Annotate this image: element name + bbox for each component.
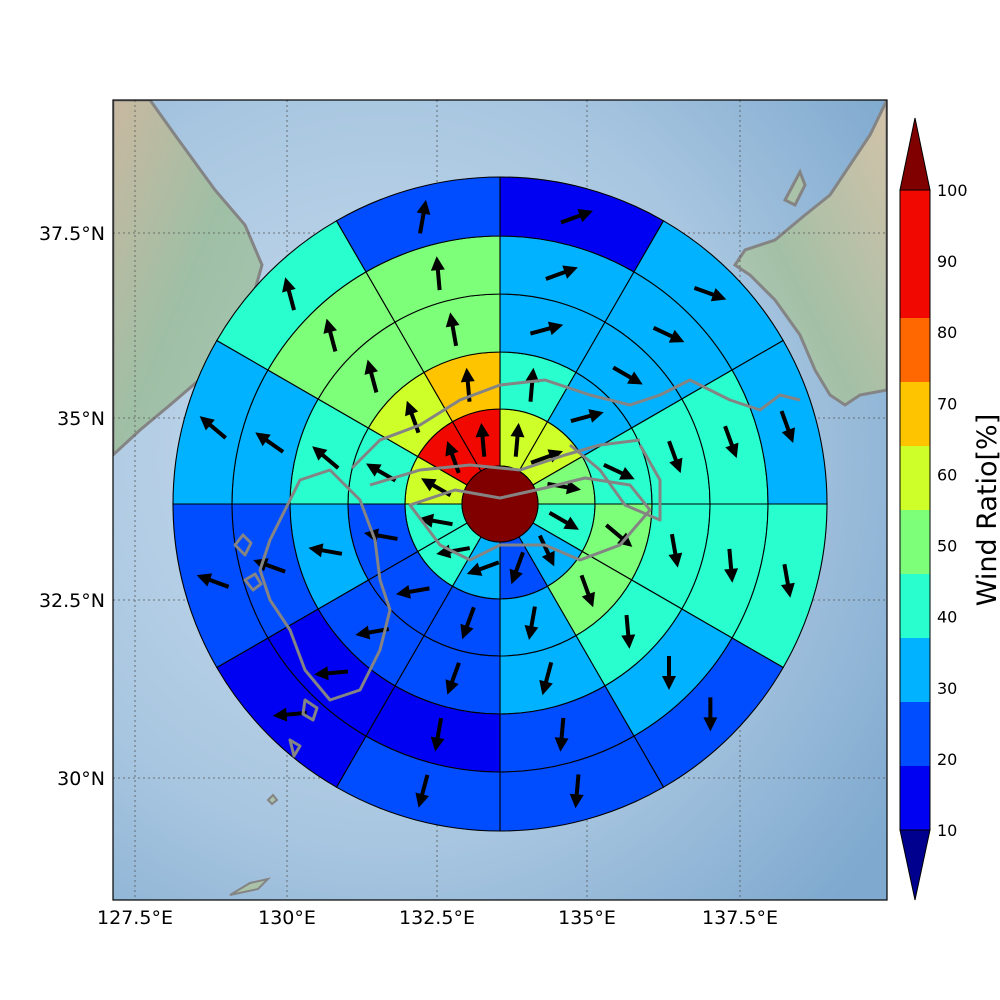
wind-arrow: [603, 463, 635, 480]
wind-arrow: [460, 606, 476, 640]
wind-arrow: [308, 543, 343, 558]
lat-tick-label: 30°N: [57, 768, 105, 790]
wind-arrow: [548, 510, 579, 530]
wind-arrow: [579, 574, 595, 608]
wind-arrow: [529, 321, 564, 336]
colorbar-under: [899, 829, 931, 901]
colorbar-bin: [900, 638, 930, 702]
wind-arrow: [415, 774, 430, 808]
wind-arrow: [314, 666, 349, 681]
colorbar-tick-label: 60: [937, 465, 957, 484]
wind-arrow: [780, 563, 795, 598]
colorbar-bin: [900, 190, 930, 254]
wind-arrow: [323, 318, 338, 352]
wind-arrow: [416, 199, 431, 234]
wind-arrow: [395, 584, 430, 599]
land-noto: [782, 168, 807, 208]
wind-arrow: [547, 480, 581, 495]
colorbar-tick-label: 70: [937, 394, 957, 413]
colorbar-bin: [900, 254, 930, 318]
wind-arrow: [693, 285, 727, 302]
wind-arrow: [509, 551, 525, 585]
wind-arrow: [312, 446, 340, 470]
wind-arrow: [621, 614, 636, 649]
colorbar-tick-label: 90: [937, 252, 957, 271]
colorbar-bin: [900, 510, 930, 574]
lon-tick-label: 130°E: [258, 907, 316, 929]
wind-arrow: [539, 661, 554, 696]
wind-arrow: [545, 265, 578, 281]
land-small-islet: [266, 793, 279, 806]
wind-arrow: [612, 365, 643, 385]
wind-arrow: [703, 697, 718, 732]
wind-arrow: [445, 662, 461, 695]
wind-arrow: [199, 416, 227, 440]
wind-arrow: [779, 410, 795, 443]
colorbar-bin: [900, 382, 930, 446]
colorbar-tick-label: 100: [937, 181, 968, 200]
wind-arrow: [724, 548, 739, 583]
wind-arrow: [405, 400, 421, 434]
lon-tick-labels: 127.5°E 130°E 132.5°E 135°E 137.5°E: [97, 907, 778, 929]
lon-tick-label: 127.5°E: [97, 907, 173, 929]
lat-tick-label: 32.5°N: [39, 590, 105, 612]
wind-arrow: [196, 573, 230, 589]
colorbar-tick-label: 80: [937, 323, 957, 342]
lat-tick-labels: 37.5°N 35°N 32.5°N 30°N: [39, 223, 105, 790]
lat-tick-label: 37.5°N: [39, 223, 105, 245]
colorbar-tick-label: 20: [937, 750, 957, 769]
wind-arrow: [475, 422, 490, 457]
colorbar-tick-label: 10: [937, 821, 957, 840]
colorbar: 10 20 30 40 50 60 70 80 90 100: [899, 117, 968, 901]
lon-tick-label: 135°E: [558, 907, 616, 929]
wind-arrow: [570, 409, 604, 424]
colorbar-over: [899, 117, 931, 191]
colorbar-bin: [900, 446, 930, 510]
wind-arrow: [560, 209, 593, 225]
colorbar-bin: [900, 702, 930, 766]
wind-center-cell: [461, 465, 539, 543]
wind-arrow: [538, 534, 555, 567]
land-south-island: [229, 877, 272, 896]
colorbar-tick-label: 50: [937, 537, 957, 556]
colorbar-bin: [900, 318, 930, 382]
wind-arrow: [723, 425, 739, 459]
wind-arrow: [661, 655, 676, 690]
wind-arrow: [419, 513, 453, 528]
wind-arrow: [667, 440, 683, 474]
lon-tick-label: 132.5°E: [399, 907, 475, 929]
wind-sector: [335, 176, 501, 273]
wind-arrow: [554, 717, 569, 752]
colorbar-bin: [900, 574, 930, 638]
colorbar-tick-label: 40: [937, 608, 957, 627]
map-area: [113, 100, 887, 900]
japan-coastline: [233, 378, 801, 758]
wind-arrow: [569, 774, 584, 809]
wind-arrow: [364, 359, 379, 393]
wind-rose: [172, 176, 828, 832]
colorbar-bin: [900, 766, 930, 830]
colorbar-title: Wind Ratio[%]: [972, 414, 1000, 606]
wind-arrow: [430, 256, 445, 291]
wind-arrow: [445, 312, 460, 347]
wind-arrow: [652, 326, 685, 343]
wind-arrow: [668, 533, 683, 568]
wind-arrow: [430, 717, 445, 752]
wind-arrow: [445, 441, 461, 474]
wind-arrow: [282, 277, 296, 311]
wind-arrow: [510, 422, 525, 457]
land-honshu-northeast: [732, 100, 887, 407]
lat-tick-label: 35°N: [57, 408, 105, 430]
wind-arrow: [255, 432, 285, 454]
wind-arrow: [524, 606, 539, 641]
colorbar-tick-label: 30: [937, 679, 957, 698]
colorbar-frame: [899, 189, 931, 831]
map-frame: [112, 99, 888, 901]
wind-arrow: [466, 560, 500, 576]
lon-tick-label: 137.5°E: [702, 907, 778, 929]
